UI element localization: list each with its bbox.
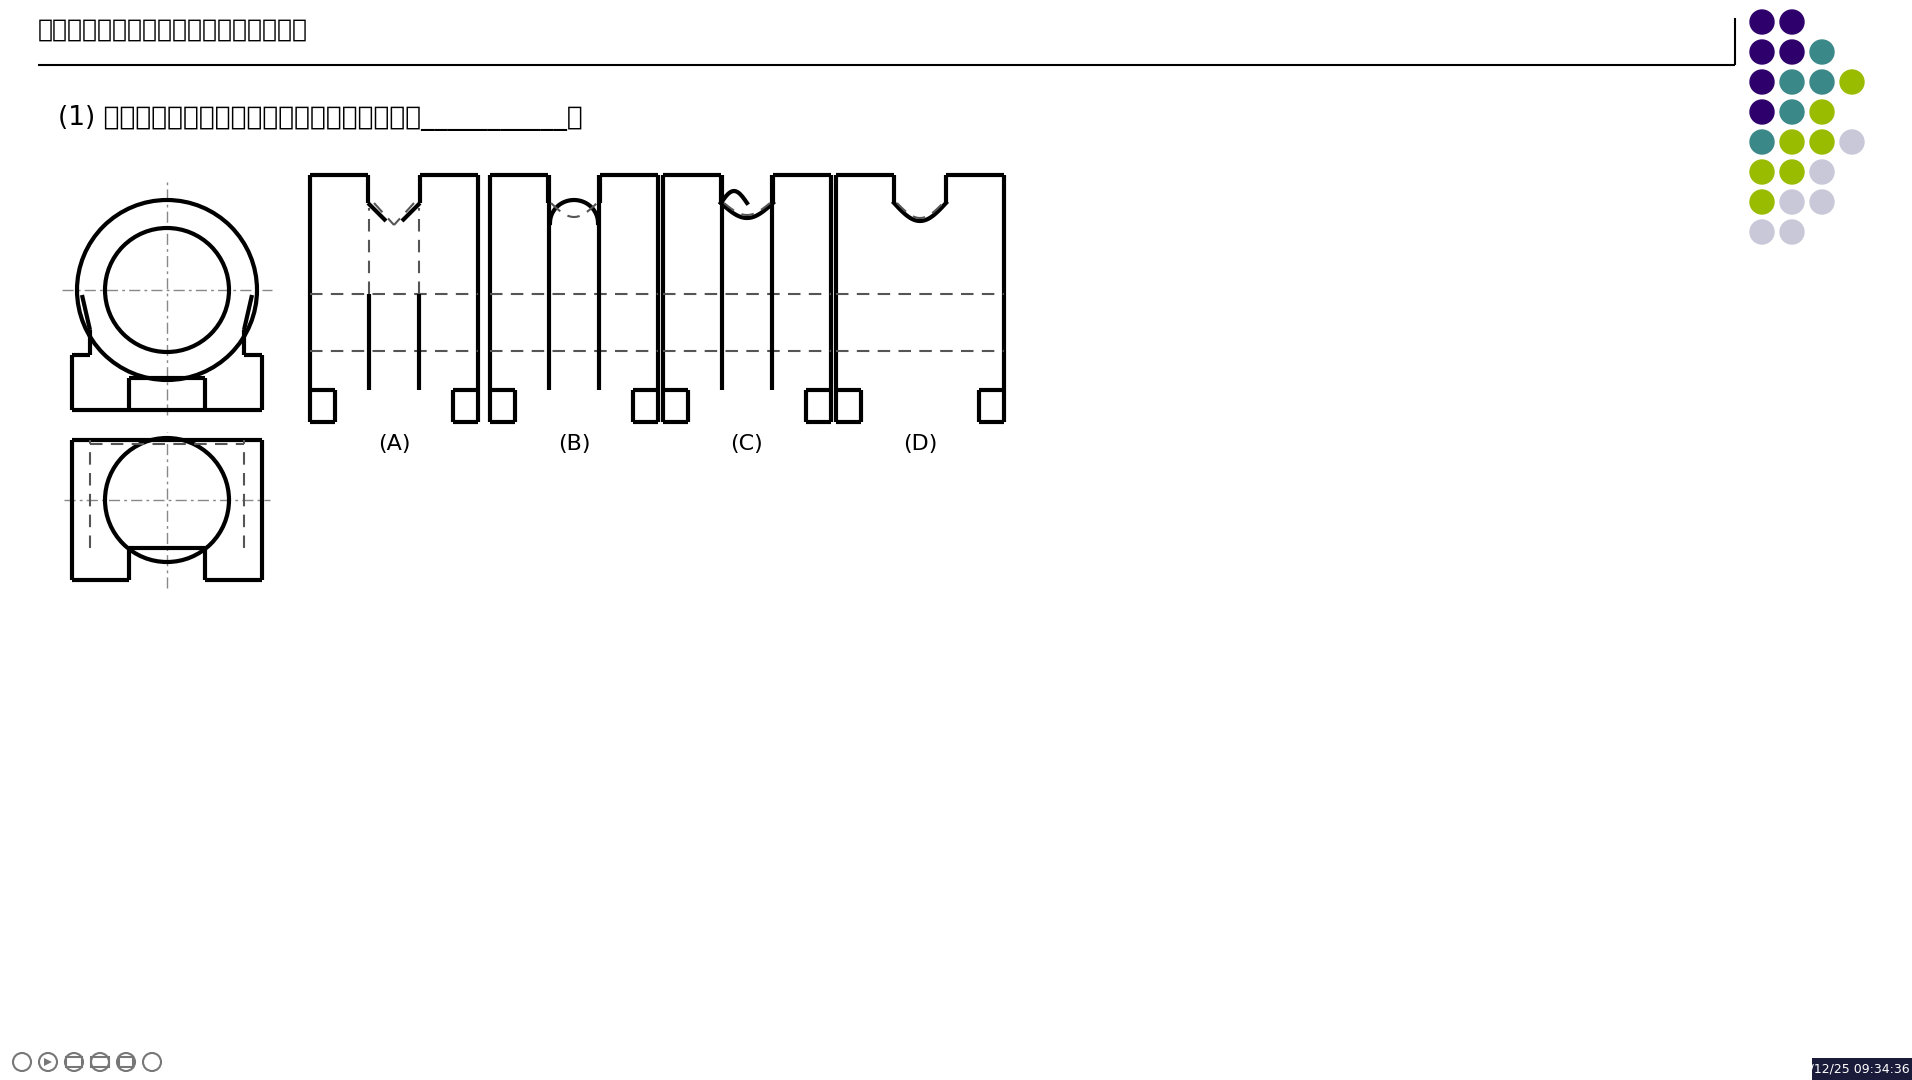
Circle shape: [1780, 220, 1805, 244]
Circle shape: [1749, 190, 1774, 214]
Circle shape: [1780, 160, 1805, 184]
Circle shape: [1749, 40, 1774, 64]
Circle shape: [1749, 10, 1774, 33]
Circle shape: [1749, 220, 1774, 244]
Circle shape: [1811, 130, 1834, 154]
Text: (D): (D): [902, 434, 937, 454]
Text: (C): (C): [730, 434, 763, 454]
Circle shape: [1749, 130, 1774, 154]
Polygon shape: [44, 1058, 52, 1066]
Bar: [119, 1057, 134, 1067]
Bar: [92, 1057, 109, 1067]
Text: (1) 已知形体的主视图和俯视图，正确的左视图是___________。: (1) 已知形体的主视图和俯视图，正确的左视图是___________。: [57, 105, 583, 131]
Circle shape: [1749, 160, 1774, 184]
Circle shape: [1811, 160, 1834, 184]
Circle shape: [1839, 70, 1864, 94]
Bar: [1813, 1058, 1912, 1080]
Circle shape: [1811, 100, 1834, 124]
Bar: [67, 1057, 82, 1067]
Circle shape: [1839, 130, 1864, 154]
Circle shape: [1780, 40, 1805, 64]
Circle shape: [1780, 190, 1805, 214]
Circle shape: [1780, 10, 1805, 33]
Circle shape: [1811, 70, 1834, 94]
Text: (A): (A): [379, 434, 411, 454]
Text: 2022/12/25 09:34:36: 2022/12/25 09:34:36: [1778, 1063, 1910, 1076]
Circle shape: [1811, 40, 1834, 64]
Circle shape: [1780, 100, 1805, 124]
Circle shape: [1749, 100, 1774, 124]
Circle shape: [1780, 70, 1805, 94]
Circle shape: [1811, 190, 1834, 214]
Text: 北京航空航天大学机械工程及自动化学院: 北京航空航天大学机械工程及自动化学院: [38, 18, 308, 42]
Text: (B): (B): [558, 434, 591, 454]
Circle shape: [1780, 130, 1805, 154]
Circle shape: [1749, 70, 1774, 94]
